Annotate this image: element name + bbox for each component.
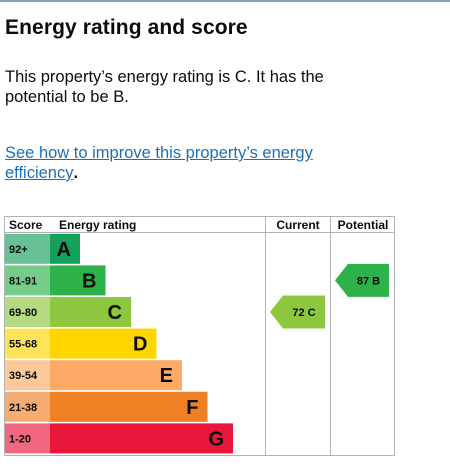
score-cell-g	[5, 423, 50, 454]
score-label-a: 92+	[9, 244, 28, 256]
score-label-f: 21-38	[9, 402, 37, 414]
rating-letter-e: E	[160, 365, 173, 387]
chart-frame	[4, 216, 395, 456]
page-title: Energy rating and score	[5, 16, 248, 39]
potential-rating-arrow	[335, 263, 389, 297]
top-rule	[0, 0, 450, 2]
score-cell-b	[5, 265, 50, 296]
rating-bar-c	[50, 297, 131, 327]
rating-markers: 72 C 87 B	[270, 263, 389, 329]
link-period: .	[73, 164, 79, 182]
rating-bar-b	[50, 265, 106, 296]
score-cell-e	[5, 360, 50, 391]
rating-letter-a: A	[57, 239, 71, 261]
score-label-e: 39-54	[9, 370, 38, 382]
score-label-d: 55-68	[9, 339, 37, 351]
score-label-c: 69-80	[9, 307, 37, 319]
rating-bar-d	[50, 328, 157, 359]
header-potential: Potential	[338, 218, 389, 232]
rating-letter-g: G	[208, 428, 224, 450]
rating-bar-f	[50, 391, 208, 422]
rating-bar-e	[50, 360, 182, 391]
improve-link-container: See how to improve this property’s energ…	[5, 143, 335, 183]
current-rating-label: 72 C	[292, 307, 315, 319]
potential-rating-marker: 87 B	[335, 263, 389, 297]
potential-rating-label: 87 B	[357, 275, 380, 287]
score-cell-c	[5, 297, 50, 327]
header-score: Score	[9, 218, 43, 232]
energy-rating-chart: Score Energy rating Current Potential 92…	[4, 216, 395, 456]
rating-letter-b: B	[82, 270, 96, 292]
header-current: Current	[276, 218, 319, 232]
score-cell-a	[5, 233, 50, 264]
rating-summary: This property’s energy rating is C. It h…	[5, 68, 324, 106]
current-rating-arrow	[270, 295, 325, 329]
rating-bar-g	[50, 423, 233, 454]
header-energy-rating: Energy rating	[59, 218, 136, 232]
score-cell-d	[5, 328, 50, 359]
rating-bar-a	[50, 233, 80, 264]
score-label-g: 1-20	[9, 433, 31, 445]
current-rating-marker: 72 C	[270, 295, 325, 329]
rating-bands: 92+ A 81-91 B 69-80 C 55-68 D 39-54 E 21-38 F 1-20 G	[5, 233, 233, 454]
rating-letter-f: F	[186, 397, 198, 419]
score-label-b: 81-91	[9, 275, 37, 287]
rating-letter-c: C	[108, 302, 122, 324]
rating-letter-d: D	[133, 334, 147, 356]
improve-efficiency-link[interactable]: See how to improve this property’s energ…	[5, 144, 313, 182]
score-cell-f	[5, 391, 50, 422]
